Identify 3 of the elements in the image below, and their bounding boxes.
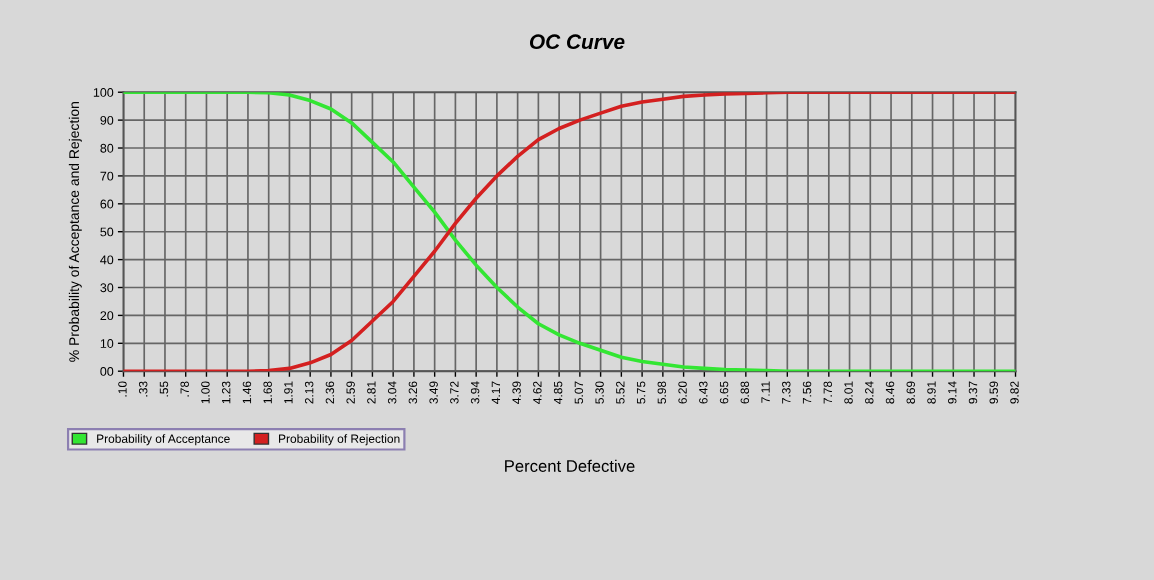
x-axis-title: Percent Defective (505, 459, 635, 472)
line-series (123, 92, 1016, 372)
chart-title: OC Curve (529, 34, 625, 50)
